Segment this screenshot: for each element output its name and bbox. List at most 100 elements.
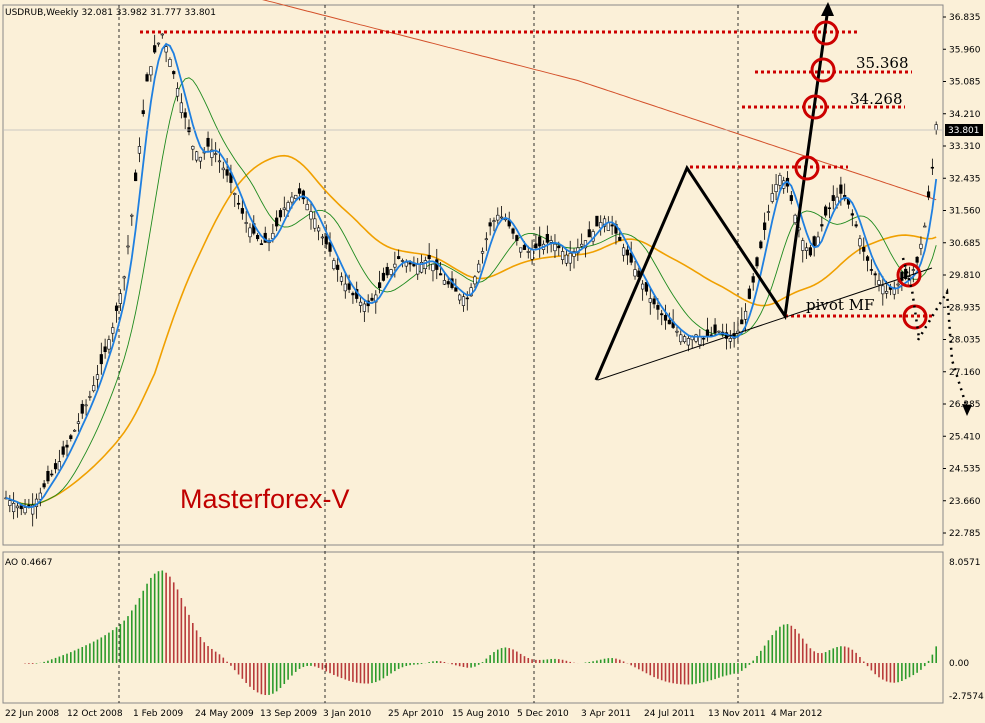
candle-body [743,310,748,320]
candle-body [156,42,161,45]
candle-body [191,146,195,150]
candle-body [240,208,244,214]
candle-body [831,195,835,202]
candle-body [755,257,759,267]
x-tick-label: 12 Oct 2008 [67,709,123,719]
candle-body [111,327,115,334]
candle-body [80,403,84,414]
candle-body [587,229,591,238]
y-tick-label: 35.960 [949,45,981,55]
candle-body [702,337,706,340]
candle-body [839,184,843,194]
candle-body [309,211,313,220]
candle-body [862,246,866,252]
candle-body [465,297,469,300]
candle-body [103,346,107,353]
candle-body [438,273,443,276]
candle-body [164,46,168,53]
candle-body [751,276,755,283]
y-tick-label: 35.085 [949,78,981,88]
candle-body [644,282,649,292]
candle-body [667,319,671,325]
candle-body [328,242,332,252]
candle-body [145,74,149,82]
ao-tick-label: 0.00 [949,659,969,669]
last-price-box [945,124,983,136]
candle-body [534,243,538,249]
candle-body [320,236,325,239]
candle-body [76,421,81,424]
candle-body [95,374,100,380]
candle-body [122,276,126,279]
candle-body [682,336,687,343]
candle-body [656,305,660,310]
analysis-overlay [140,2,972,416]
candle-body [206,137,210,147]
candle-body [286,202,290,212]
candle-body [499,216,504,219]
candle-body [172,71,176,75]
candle-body [458,294,462,301]
candle-body [141,110,145,115]
candle-body [454,287,458,292]
x-tick-label: 3 Jan 2010 [323,709,371,719]
candle-body [663,315,668,321]
x-tick-label: 25 Apr 2010 [388,709,444,719]
candle-body [389,269,393,275]
candle-body [126,245,130,248]
candle-body [404,262,408,267]
candle-body [38,492,42,500]
candle-body [545,233,549,243]
candle-body [198,156,203,162]
ao-panel-frame [2,551,944,704]
candle-body [904,268,908,279]
x-tick-label: 5 Dec 2010 [517,709,569,719]
candle-body [675,330,679,333]
candle-body [919,243,923,249]
candle-body [137,146,142,154]
candle-body [865,256,870,261]
candle-body [900,271,904,281]
y-tick-label: 27.160 [949,368,981,378]
candle-body [698,336,702,345]
candle-body [248,227,252,238]
y-tick-label: 33.310 [949,142,981,152]
candle-body [549,240,553,243]
candle-body [416,263,420,275]
candle-body [515,235,519,241]
candle-body [282,207,286,210]
candle-body [740,319,744,325]
candle-body [385,266,389,276]
target-circle-1 [810,57,836,83]
candle-body [347,283,351,290]
candle-body [358,301,363,306]
candle-body [804,247,809,251]
candle-body [484,238,488,241]
candle-body [827,207,832,210]
candle-body [88,396,92,398]
candle-body [728,338,732,342]
candle-body [324,236,328,245]
candle-body [290,196,294,203]
candle-body [480,251,485,254]
candle-body [225,169,229,176]
y-tick-label: 31.560 [949,207,981,217]
candle-body [160,33,164,36]
candle-body [175,88,180,97]
candle-body [808,247,812,256]
candle-body [877,280,881,285]
candle-body [393,263,397,268]
candle-body [400,260,405,262]
candle-body [336,264,340,270]
brand-label: Masterforex-V [180,484,350,514]
y-tick-label: 22.785 [949,529,981,539]
candle-body [850,213,854,216]
candle-body [183,112,187,118]
candle-body [408,262,412,265]
candle-body [854,224,858,227]
candle-body [65,444,69,448]
candle-body [259,243,264,245]
candle-body [915,256,919,263]
candle-body [557,245,561,249]
